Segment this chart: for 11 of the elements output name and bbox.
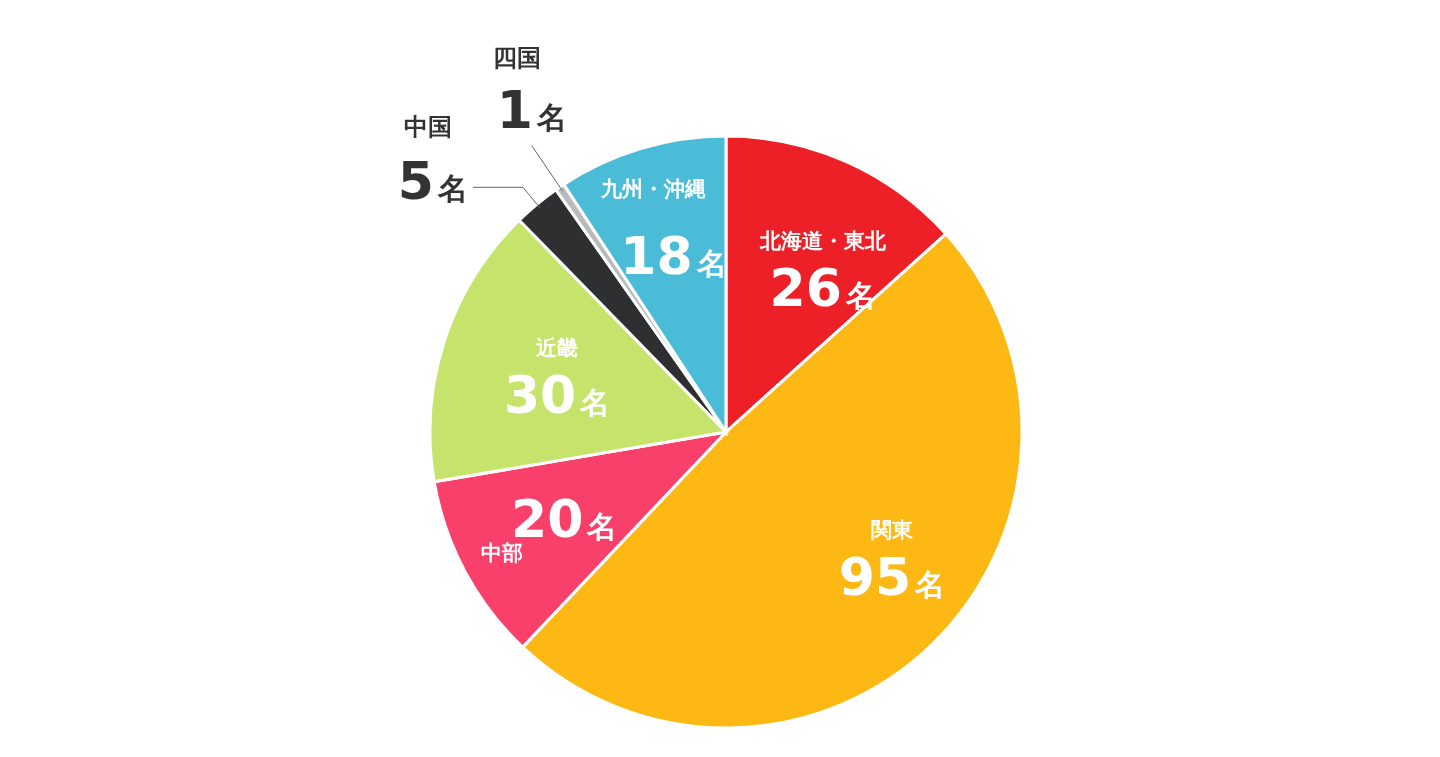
data-label: 5名 — [397, 151, 468, 212]
slice-label: 近畿 — [535, 336, 579, 361]
data-label: 1名 — [496, 79, 567, 140]
data-label: 30名 — [503, 365, 611, 426]
slice-label: 四国 — [492, 43, 541, 72]
slice-label: 北海道・東北 — [758, 228, 887, 253]
slice-label: 関東 — [870, 518, 913, 543]
slice-label: 九州・沖縄 — [599, 177, 706, 202]
data-label: 18名 — [620, 226, 727, 287]
slice-label: 中国 — [403, 113, 452, 142]
data-label: 95名 — [838, 547, 946, 608]
